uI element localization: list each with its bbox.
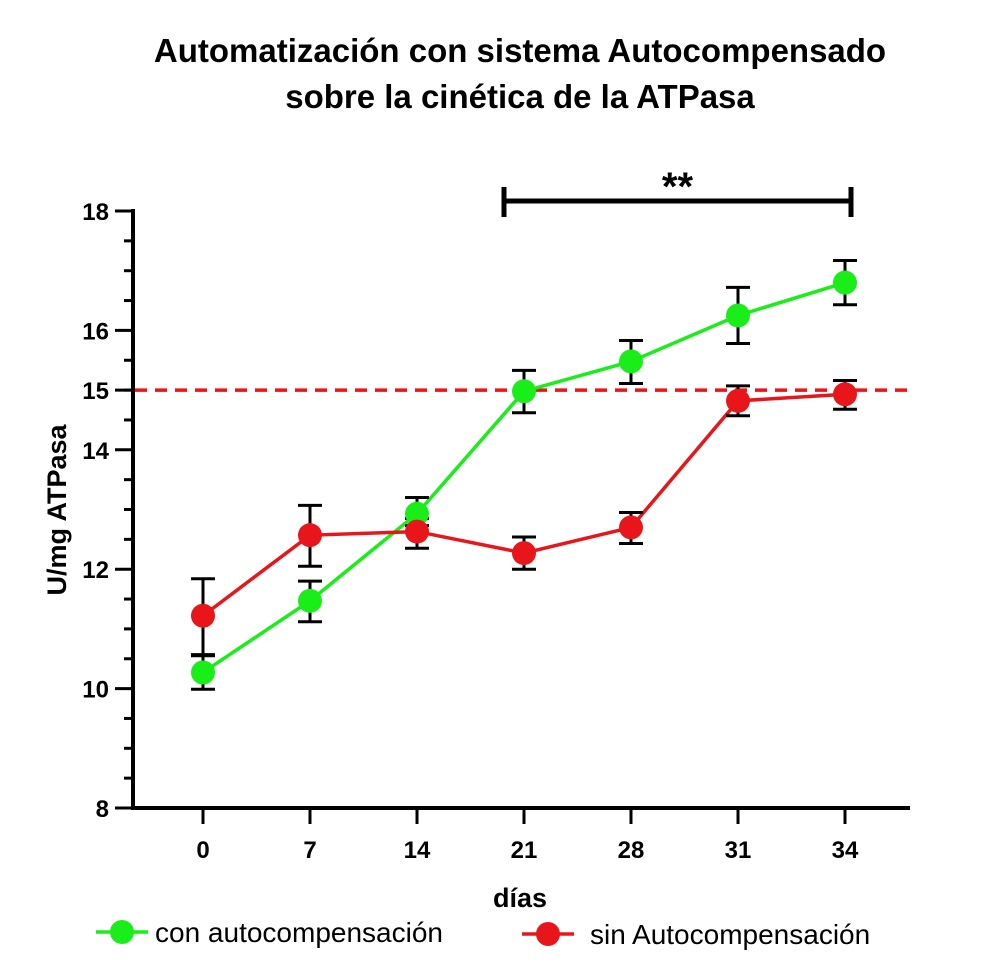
data-point-series-1 [512,541,536,566]
data-point-series-0 [298,588,322,613]
x-tick-label: 34 [832,837,859,864]
data-point-series-1 [191,603,215,628]
y-tick-label: 14 [82,438,109,465]
x-tick-label: 14 [404,837,431,864]
legend-marker [536,922,560,946]
y-tick-label: 10 [82,677,109,704]
legend-item: sin Autocompensación [522,919,870,950]
axes: 8 10 12 14 15 16 18 0 7 14 21 28 31 34 [82,199,910,864]
legend-item: con autocompensación [96,917,443,948]
series-line-0 [202,280,846,674]
x-tick-label: 31 [725,837,752,864]
x-axis-label: días [493,883,547,913]
data-point-series-1 [726,388,750,413]
y-tick-label: 18 [82,199,109,226]
data-point-series-1 [298,523,322,548]
series-group [191,259,857,691]
y-tick-label: 15 [82,378,109,405]
x-tick-label: 7 [303,837,316,864]
data-point-series-0 [726,303,750,328]
legend-label: con autocompensación [155,917,443,948]
data-point-series-0 [512,379,536,404]
y-axis-label: U/mg ATPasa [42,423,72,595]
data-point-series-1 [405,519,429,544]
legend-marker [110,920,134,944]
significance-label: ** [662,165,694,209]
legend: con autocompensación sin Autocompensación [96,917,870,950]
data-point-series-0 [833,270,857,295]
significance-bracket: ** [501,165,854,217]
y-tick-label: 8 [96,796,109,823]
chart-title-line-2: sobre la cinética de la ATPasa [285,78,755,115]
x-tick-label: 0 [196,837,209,864]
x-tick-label: 28 [618,837,645,864]
data-point-series-0 [405,501,429,526]
data-point-series-1 [833,382,857,407]
chart-title-line-1: Automatización con sistema Autocompensad… [154,32,886,69]
y-tick-label: 12 [82,557,109,584]
data-point-series-1 [619,515,643,540]
y-tick-label: 16 [82,318,109,345]
x-tick-label: 21 [511,837,538,864]
legend-label: sin Autocompensación [590,919,870,950]
data-point-series-0 [191,660,215,685]
data-point-series-0 [619,349,643,374]
